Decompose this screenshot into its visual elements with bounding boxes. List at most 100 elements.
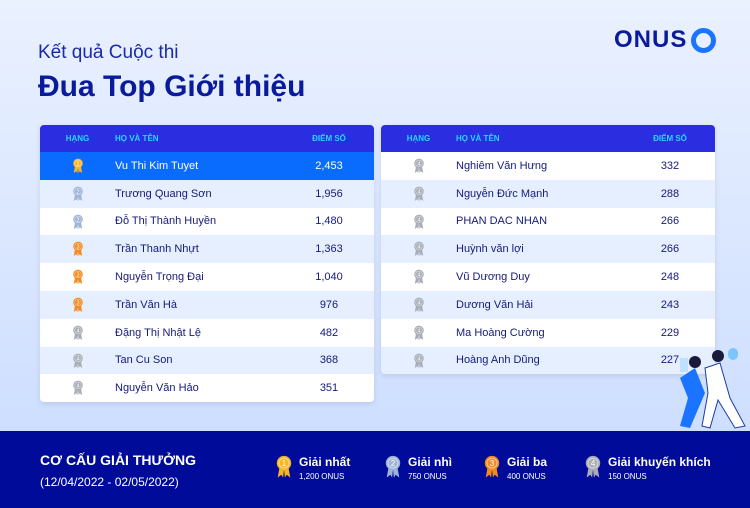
svg-text:4: 4: [417, 162, 420, 168]
table-row: 1 Vu Thi Kim Tuyet 2,453: [40, 152, 374, 180]
medal-2-icon: 2: [384, 455, 402, 483]
participant-score: 243: [660, 298, 680, 311]
svg-text:1: 1: [76, 162, 79, 168]
participant-name: Nguyễn Đức Mạnh: [456, 187, 549, 200]
medal-4-icon: 4: [40, 380, 115, 396]
medal-4-icon: 4: [381, 353, 456, 369]
page-subtitle: Kết quả Cuộc thi: [38, 42, 179, 63]
prize-item: 2 Giải nhì 750 ONUS: [384, 455, 452, 483]
onus-logo: ONUS: [614, 26, 717, 54]
rank-header: HẠNG: [65, 134, 90, 143]
prize-name: Giải ba: [507, 455, 548, 469]
participant-score: 288: [660, 187, 680, 200]
participant-name: Trần Văn Hà: [115, 298, 177, 311]
medal-4-icon: 4: [381, 325, 456, 341]
medal-2-icon: 2: [40, 214, 115, 230]
logo-text: ONUS: [614, 26, 688, 53]
svg-text:4: 4: [76, 328, 79, 334]
participant-name: Dương Văn Hải: [456, 298, 533, 311]
table-row: 4 Huỳnh văn lợi 266: [381, 235, 715, 264]
table-row: 4 Đặng Thị Nhật Lệ 482: [40, 318, 374, 347]
name-header: HỌ VÀ TÊN: [456, 134, 500, 143]
participant-name: Nguyễn Văn Hảo: [115, 382, 199, 395]
table-row: 4 Hoàng Anh Dũng 227: [381, 346, 715, 375]
table-row: 4 Ma Hoàng Cường 229: [381, 318, 715, 347]
score-header: ĐIỂM SỐ: [653, 134, 687, 143]
svg-text:4: 4: [76, 384, 79, 390]
svg-text:4: 4: [417, 189, 420, 195]
prize-amount: 150 ONUS: [608, 472, 647, 481]
prize-title: CƠ CẤU GIẢI THƯỞNG: [40, 452, 197, 468]
participant-name: Huỳnh văn lợi: [456, 243, 524, 256]
participant-name: Vũ Dương Duy: [456, 271, 530, 284]
prize-item: 1 Giải nhất 1,200 ONUS: [275, 455, 350, 483]
svg-text:4: 4: [417, 273, 420, 279]
participant-score: 1,363: [315, 243, 343, 256]
table-row: 2 Trương Quang Sơn 1,956: [40, 179, 374, 208]
medal-4-icon: 4: [381, 269, 456, 285]
medal-4-icon: 4: [584, 455, 602, 483]
prize-dates: (12/04/2022 - 02/05/2022): [40, 475, 179, 489]
svg-text:3: 3: [76, 245, 79, 251]
participant-score: 332: [660, 159, 680, 172]
svg-text:4: 4: [76, 356, 79, 362]
table-row: 3 Trần Thanh Nhựt 1,363: [40, 235, 374, 264]
medal-3-icon: 3: [483, 455, 501, 483]
svg-text:2: 2: [76, 189, 79, 195]
name-header: HỌ VÀ TÊN: [115, 134, 159, 143]
svg-text:4: 4: [591, 459, 596, 468]
prize-amount: 750 ONUS: [408, 472, 447, 481]
prize-name: Giải nhì: [408, 455, 453, 469]
participant-name: Đỗ Thị Thành Huyền: [115, 215, 217, 228]
prize-name: Giải nhất: [299, 455, 351, 469]
svg-text:4: 4: [417, 245, 420, 251]
prize-name: Giải khuyến khích: [608, 455, 711, 469]
table-row: 4 Nguyễn Đức Mạnh 288: [381, 179, 715, 208]
medal-3-icon: 3: [40, 297, 115, 313]
svg-text:3: 3: [490, 459, 495, 468]
table-header: HẠNG HỌ VÀ TÊN ĐIỂM SỐ: [40, 125, 374, 152]
participant-name: PHAN DAC NHAN: [456, 215, 548, 228]
participant-score: 1,480: [315, 215, 343, 228]
participant-score: 368: [319, 354, 339, 367]
participant-score: 351: [319, 382, 339, 395]
prize-amount: 400 ONUS: [507, 472, 546, 481]
svg-text:4: 4: [417, 301, 420, 307]
svg-text:1: 1: [282, 459, 287, 468]
medal-4-icon: 4: [381, 214, 456, 230]
medal-1-icon: 1: [275, 455, 293, 483]
medal-2-icon: 2: [40, 186, 115, 202]
svg-text:4: 4: [417, 217, 420, 223]
leaderboard-right: HẠNG HỌ VÀ TÊN ĐIỂM SỐ 4 Nghiêm Văn Hưng 332…: [381, 125, 715, 375]
table-header: HẠNG HỌ VÀ TÊN ĐIỂM SỐ: [381, 125, 715, 152]
medal-4-icon: 4: [381, 241, 456, 257]
table-row: 4 Vũ Dương Duy 248: [381, 263, 715, 291]
rank-header: HẠNG: [406, 134, 431, 143]
svg-text:4: 4: [417, 356, 420, 362]
medal-4-icon: 4: [40, 325, 115, 341]
prize-item: 3 Giải ba 400 ONUS: [483, 455, 547, 483]
participant-name: Tan Cu Son: [115, 354, 173, 367]
participant-name: Nghiêm Văn Hưng: [456, 159, 548, 172]
leaderboard-left: HẠNG HỌ VÀ TÊN ĐIỂM SỐ 1 Vu Thi Kim Tuyet 2,…: [40, 125, 374, 403]
medal-4-icon: 4: [40, 353, 115, 369]
page-title: Đua Top Giới thiệu: [38, 70, 306, 103]
table-row: 4 Nguyễn Văn Hảo 351: [40, 374, 374, 403]
participant-name: Trần Thanh Nhựt: [115, 243, 199, 256]
participant-score: 227: [660, 354, 680, 367]
table-row: 4 PHAN DAC NHAN 266: [381, 207, 715, 236]
medal-3-icon: 3: [40, 269, 115, 285]
svg-text:2: 2: [391, 459, 396, 468]
participant-name: Đặng Thị Nhật Lệ: [115, 326, 202, 339]
participant-name: Vu Thi Kim Tuyet: [115, 159, 199, 172]
svg-text:3: 3: [76, 301, 79, 307]
table-row: 4 Nghiêm Văn Hưng 332: [381, 152, 715, 180]
medal-4-icon: 4: [381, 158, 456, 174]
participant-score: 266: [660, 243, 680, 256]
table-row: 4 Dương Văn Hải 243: [381, 290, 715, 319]
medal-4-icon: 4: [381, 186, 456, 202]
table-row: 4 Tan Cu Son 368: [40, 346, 374, 375]
illustration-people: [680, 348, 746, 429]
prize-footer: CƠ CẤU GIẢI THƯỞNG (12/04/2022 - 02/05/2…: [0, 431, 750, 508]
participant-name: Trương Quang Sơn: [115, 187, 212, 200]
